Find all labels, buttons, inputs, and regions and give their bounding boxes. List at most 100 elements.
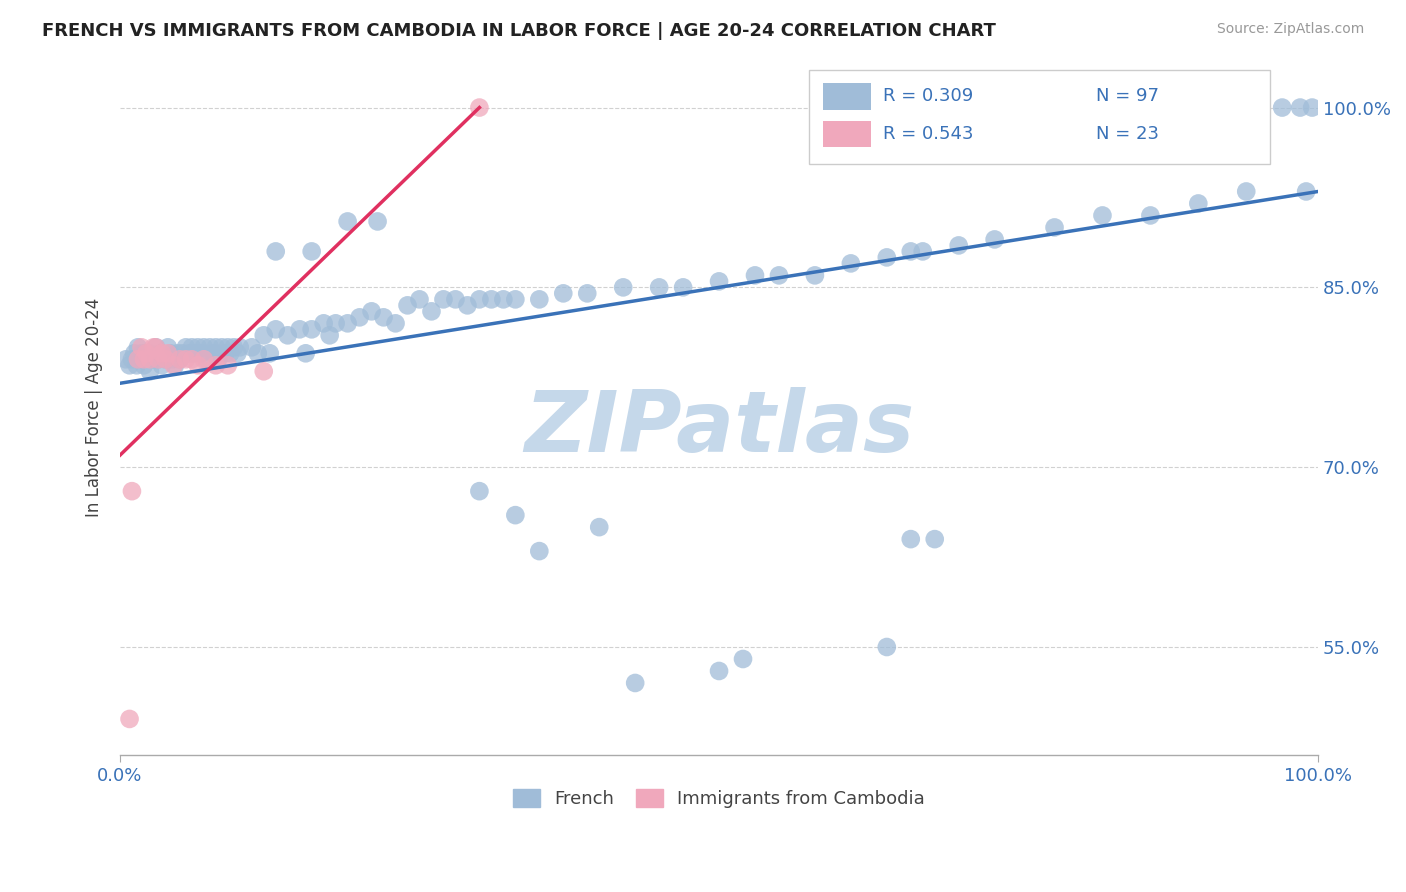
Point (1187, 196, 1209, 211)
Legend: French, Immigrants from Cambodia: French, Immigrants from Cambodia (506, 781, 932, 815)
Point (360, 304, 382, 318)
Point (744, 268, 766, 283)
Point (193, 340, 215, 354)
Point (156, 340, 179, 354)
Point (336, 214, 359, 228)
Point (125, 359, 148, 373)
Point (1234, 185, 1257, 199)
Point (179, 346, 201, 360)
Point (900, 532, 922, 546)
Point (135, 346, 157, 360)
Point (373, 310, 395, 325)
Point (264, 244, 287, 259)
Point (121, 484, 143, 499)
Point (349, 310, 371, 325)
Text: N = 23: N = 23 (1097, 125, 1160, 143)
Point (312, 316, 335, 330)
Point (207, 352, 229, 367)
Point (911, 244, 934, 259)
Point (145, 340, 167, 354)
Point (135, 346, 157, 360)
Point (139, 346, 162, 360)
Point (169, 352, 191, 367)
Point (707, 664, 730, 678)
Point (529, 544, 551, 558)
Point (240, 340, 263, 354)
Point (301, 322, 323, 336)
Point (118, 712, 141, 726)
Point (183, 346, 205, 360)
Point (214, 346, 236, 360)
Point (174, 352, 197, 367)
Point (172, 346, 194, 360)
Point (1139, 209, 1161, 223)
Bar (824, 83, 872, 110)
Point (217, 359, 239, 373)
Point (145, 340, 167, 354)
Point (505, 293, 527, 307)
Point (468, 484, 491, 499)
Text: R = 0.309: R = 0.309 (883, 87, 973, 105)
Point (576, 286, 599, 301)
Point (294, 346, 316, 360)
Point (121, 352, 143, 367)
Text: R = 0.543: R = 0.543 (883, 125, 974, 143)
Point (468, 293, 491, 307)
Point (195, 352, 218, 367)
Point (127, 352, 149, 367)
Point (169, 352, 191, 367)
Point (301, 244, 323, 259)
Point (325, 316, 347, 330)
Point (202, 346, 225, 360)
Point (336, 316, 359, 330)
Bar (824, 120, 872, 147)
Point (159, 346, 181, 360)
Point (396, 298, 419, 312)
Point (1295, 185, 1317, 199)
Point (264, 322, 287, 336)
Point (187, 359, 209, 373)
Point (277, 328, 299, 343)
Point (226, 346, 249, 360)
Point (163, 359, 186, 373)
Point (318, 328, 340, 343)
Point (124, 346, 146, 360)
Point (174, 340, 197, 354)
Text: Source: ZipAtlas.com: Source: ZipAtlas.com (1216, 22, 1364, 37)
Point (768, 268, 790, 283)
Point (148, 352, 170, 367)
Point (432, 293, 454, 307)
Point (672, 280, 695, 294)
Point (468, 101, 491, 115)
Point (876, 251, 898, 265)
Text: ZIPatlas: ZIPatlas (524, 386, 914, 469)
Point (481, 293, 503, 307)
Point (155, 352, 177, 367)
Point (253, 364, 276, 378)
Point (253, 328, 276, 343)
Point (707, 274, 730, 288)
Point (217, 340, 239, 354)
Point (219, 346, 242, 360)
Point (804, 268, 827, 283)
Point (149, 346, 172, 360)
Point (127, 340, 149, 354)
Point (118, 359, 141, 373)
Point (648, 280, 671, 294)
Point (190, 346, 212, 360)
Point (456, 298, 478, 312)
Point (128, 352, 150, 367)
Point (839, 256, 862, 270)
Point (198, 340, 221, 354)
Point (1289, 101, 1312, 115)
Point (731, 652, 754, 666)
Point (529, 293, 551, 307)
Point (259, 346, 281, 360)
Point (193, 352, 215, 367)
Point (408, 293, 430, 307)
Point (1091, 209, 1114, 223)
Point (115, 352, 138, 367)
Point (588, 520, 610, 534)
Point (180, 352, 202, 367)
Point (612, 280, 634, 294)
